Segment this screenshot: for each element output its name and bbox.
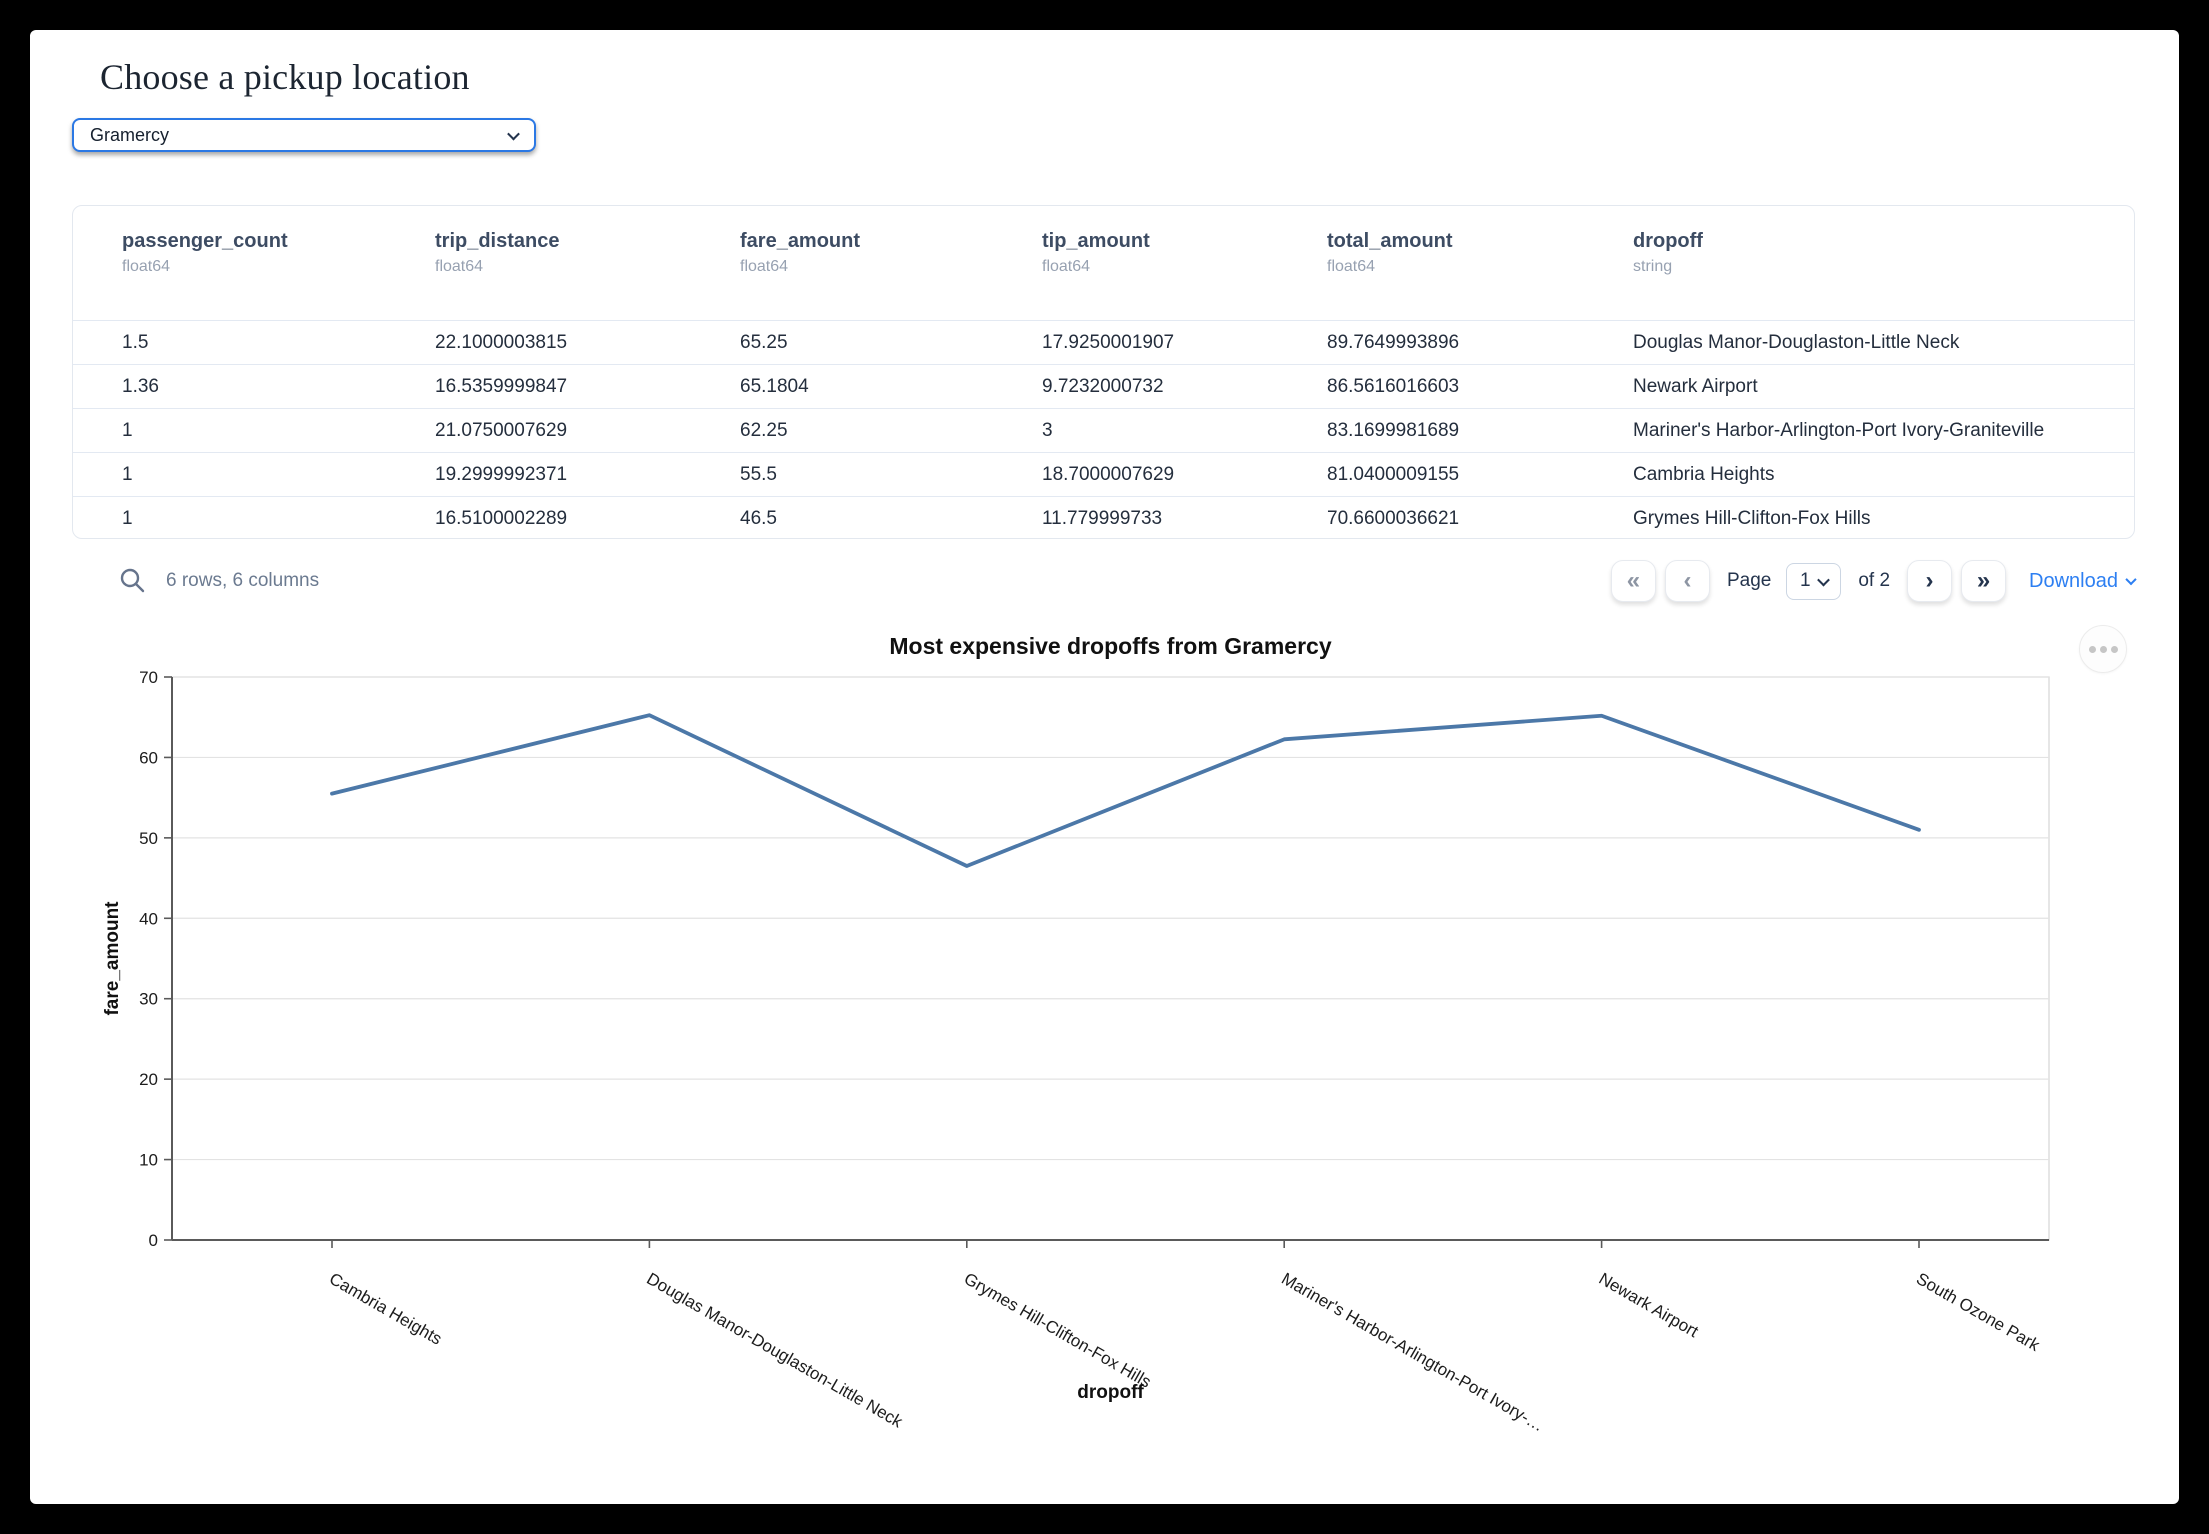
app-page: Choose a pickup location Gramercy passen… [30,30,2179,1504]
chart-title: Most expensive dropoffs from Gramercy [889,633,1331,659]
last-page-button[interactable]: » [1961,560,2007,602]
table-row[interactable]: 1 21.0750007629 62.25 3 83.1699981689 Ma… [73,408,2134,452]
y-axis-title: fare_amount [102,901,123,1016]
x-axis-title: dropoff [1077,1382,1144,1403]
plot-border [171,676,2050,1241]
table-row[interactable]: 1 16.5100002289 46.5 11.779999733 70.660… [73,496,2134,538]
y-tick-label: 60 [139,748,158,767]
column-header-dropoff[interactable]: dropoff string [1633,230,1703,275]
y-tick-label: 20 [139,1070,158,1089]
page-number-select[interactable]: 1 [1786,562,1842,600]
data-table: passenger_count float64 trip_distance fl… [72,205,2135,539]
download-label: Download [2029,569,2118,592]
first-page-icon: « [1626,567,1641,594]
column-header-tip-amount[interactable]: tip_amount float64 [1042,230,1150,275]
x-tick-label: Grymes Hill-Clifton-Fox Hills [961,1269,1155,1392]
table-footer: 6 rows, 6 columns « ‹ Page 1 of 2 › » Do… [72,557,2137,605]
x-tick-label: Cambria Heights [326,1269,445,1349]
search-icon[interactable] [118,566,148,596]
fare-amount-line-chart: 0 10 20 30 40 50 60 70 Cambria Heights Douglas Ma… [70,580,2130,1440]
prev-page-icon: ‹ [1683,567,1692,594]
last-page-icon: » [1976,567,1991,594]
chevron-down-icon [507,127,520,140]
y-tick-label: 50 [139,829,158,848]
row-column-summary: 6 rows, 6 columns [166,570,320,591]
column-header-fare-amount[interactable]: fare_amount float64 [740,230,861,275]
x-tick-label: Mariner's Harbor-Arlington-Port Ivory-… [1278,1269,1547,1435]
table-row[interactable]: 1 19.2999992371 55.5 18.7000007629 81.04… [73,452,2134,496]
page-number-value: 1 [1800,570,1811,591]
table-row[interactable]: 1.5 22.1000003815 65.25 17.9250001907 89… [73,320,2134,364]
page-title: Choose a pickup location [100,57,470,97]
x-tick-label: Douglas Manor-Douglaston-Little Neck [643,1269,906,1432]
y-tick-label: 70 [139,668,158,687]
page-count-label: of 2 [1858,570,1891,591]
table-row[interactable]: 1.36 16.5359999847 65.1804 9.7232000732 … [73,364,2134,408]
y-tick-label: 40 [139,909,158,928]
ellipsis-icon [2088,645,2096,653]
next-page-icon: › [1925,567,1934,594]
chart-canvas: 0 10 20 30 40 50 60 70 Cambria Heights Douglas Ma… [102,633,2050,1435]
download-button[interactable]: Download [2029,569,2137,593]
column-header-trip-distance[interactable]: trip_distance float64 [435,230,560,275]
pickup-location-select[interactable]: Gramercy [72,118,536,152]
x-tick-label: South Ozone Park [1913,1269,2043,1355]
y-tick-label: 30 [139,990,158,1009]
prev-page-button[interactable]: ‹ [1664,560,1710,602]
page-label: Page [1726,570,1772,591]
x-tick-label: Newark Airport [1596,1269,1702,1341]
y-tick-label: 10 [139,1151,158,1170]
chart-menu-button[interactable] [2079,625,2127,673]
column-header-total-amount[interactable]: total_amount float64 [1327,230,1453,275]
y-tick-label: 0 [149,1231,158,1250]
next-page-button[interactable]: › [1907,560,1953,602]
table-header-row: passenger_count float64 trip_distance fl… [73,206,2134,320]
pickup-location-value: Gramercy [90,124,170,145]
column-header-passenger-count[interactable]: passenger_count float64 [122,230,288,275]
line-series [330,713,1921,868]
first-page-button[interactable]: « [1610,560,1656,602]
